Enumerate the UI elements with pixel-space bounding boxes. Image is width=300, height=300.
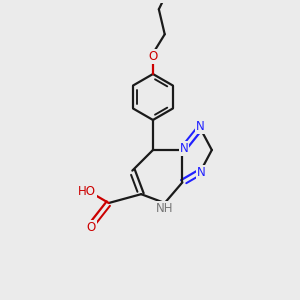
Text: N: N: [196, 120, 205, 133]
Text: NH: NH: [156, 202, 173, 215]
Text: N: N: [179, 142, 188, 155]
Text: HO: HO: [78, 185, 96, 198]
Text: O: O: [86, 220, 96, 234]
Text: N: N: [197, 166, 206, 178]
Text: O: O: [148, 50, 158, 63]
